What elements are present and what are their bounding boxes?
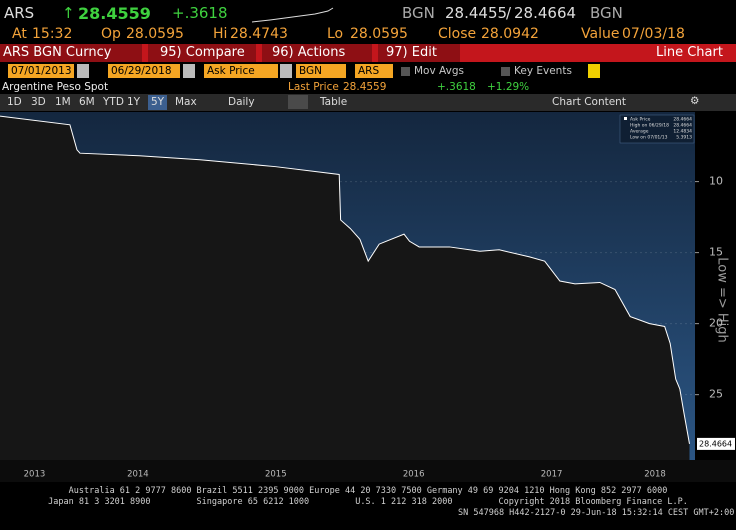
toolbar: Daily Table Chart Content ⚙ 1D 3D 1M 6M YTD 1… (0, 94, 736, 111)
range-button[interactable]: 1Y (127, 96, 141, 108)
y-tick-label: 10 (709, 175, 723, 188)
line (0, 115, 690, 444)
edit-tab[interactable] (378, 44, 460, 62)
x-tick-label: 2013 (24, 470, 46, 480)
legend-value: 5.3913 (676, 135, 692, 141)
x-tick-label: 2017 (541, 470, 563, 480)
y-tick-label: 25 (709, 388, 723, 401)
last-price: 28.4559 (78, 4, 151, 23)
range-button[interactable]: YTD (103, 96, 124, 108)
range-button[interactable]: 1M (55, 96, 71, 108)
last-price: 28.4559 (343, 81, 387, 93)
legend-label: Average (630, 129, 649, 135)
separator: / (506, 4, 512, 22)
x-axis-strip (0, 460, 736, 482)
footer-line: Japan 81 3 3201 8900 Singapore 65 6212 1… (48, 497, 688, 507)
currency[interactable]: ARS (355, 64, 393, 78)
change: +.3618 (172, 4, 228, 22)
source[interactable]: BGN (296, 64, 346, 78)
last-price-label: Last Price (288, 81, 339, 93)
end-date[interactable]: 06/29/2018 (108, 64, 180, 78)
key-events[interactable]: Key Events (514, 65, 572, 77)
quote-label: Value (581, 26, 620, 42)
security-tab (0, 44, 142, 62)
footer-line: Australia 61 2 9777 8600 Brazil 5511 239… (68, 486, 668, 496)
legend-swatch (624, 117, 627, 120)
dropdown[interactable] (280, 64, 292, 78)
x-tick-label: 2018 (644, 470, 666, 480)
bid-source: BGN (402, 4, 435, 22)
area-fill (0, 116, 690, 461)
legend-box (619, 114, 695, 144)
chart-content[interactable]: Chart Content (552, 96, 626, 108)
actions[interactable]: 96) Actions (272, 45, 346, 60)
range-button[interactable]: 1D (7, 96, 22, 108)
edit[interactable]: 97) Edit (386, 45, 437, 60)
calendar-icon[interactable] (77, 64, 89, 78)
y-tick-label: 15 (709, 246, 723, 259)
legend-label: Low on 07/01/13 (630, 135, 668, 141)
checkbox[interactable] (401, 67, 410, 76)
settings-icon[interactable]: ⚙ (690, 95, 700, 107)
last-value-box (697, 437, 735, 450)
sparkline (251, 7, 334, 23)
change: +.3618 (437, 81, 476, 93)
quote-value: 07/03/18 (622, 26, 685, 42)
ticker: ARS (4, 4, 35, 22)
legend-value: 12.4834 (673, 129, 692, 135)
x-tick-label: 2015 (265, 470, 287, 480)
y-tick-label: 20 (709, 317, 723, 330)
range-button[interactable]: 6M (79, 96, 95, 108)
field[interactable]: Ask Price (204, 64, 278, 78)
table[interactable]: Table (320, 96, 348, 108)
checkbox[interactable] (501, 67, 510, 76)
legend-value: 28.4664 (673, 117, 692, 123)
arrow: ↑ (62, 4, 75, 22)
compare-tab[interactable] (148, 44, 256, 62)
y-axis-label: Low => High (715, 257, 730, 343)
quote-value: 28.0595 (126, 26, 184, 42)
ask: 28.4664 (514, 4, 577, 22)
last-value-label: 28.4664 (699, 439, 732, 448)
line-icon[interactable] (288, 95, 308, 109)
legend-label: Ask Price (630, 117, 651, 123)
bid: 28.4455 (445, 4, 508, 22)
frequency[interactable]: Daily (228, 96, 255, 108)
legend-label: High on 06/29/18 (630, 123, 669, 129)
range-button[interactable]: 3D (31, 96, 46, 108)
quote-label: Hi (213, 26, 228, 42)
start-date[interactable]: 07/01/2013 (8, 64, 74, 78)
quote-label: Close (438, 26, 477, 42)
compare[interactable]: 95) Compare (160, 45, 245, 60)
x-tick-label: 2016 (403, 470, 425, 480)
range-button[interactable]: 5Y (148, 95, 168, 110)
chart-type[interactable]: Line Chart (656, 45, 723, 60)
quote-value: 28.0942 (481, 26, 539, 42)
security-name: Argentine Peso Spot (2, 81, 109, 93)
x-tick-label: 2014 (127, 470, 149, 480)
security[interactable]: ARS BGN Curncy (3, 45, 112, 60)
quote-label: At (12, 26, 27, 42)
range-button[interactable]: Max (175, 96, 197, 108)
actions-tab[interactable] (262, 44, 372, 62)
menu-bar: ARS BGN Curncy 95) Compare 96) Actions 9… (0, 44, 736, 62)
calendar-icon[interactable] (183, 64, 195, 78)
quote-value: 28.0595 (350, 26, 408, 42)
footer-line: SN 547968 H442-2127-0 29-Jun-18 15:32:14… (458, 508, 735, 518)
quote-value: 15:32 (32, 26, 73, 42)
ask-source: BGN (590, 4, 623, 22)
legend-value: 28.4664 (673, 123, 692, 129)
info-icon[interactable] (588, 64, 600, 78)
change-pct: +1.29% (487, 81, 530, 93)
mov-avgs[interactable]: Mov Avgs (414, 65, 464, 77)
quote-label: Lo (327, 26, 344, 42)
quote-value: 28.4743 (230, 26, 288, 42)
quote-label: Op (101, 26, 121, 42)
